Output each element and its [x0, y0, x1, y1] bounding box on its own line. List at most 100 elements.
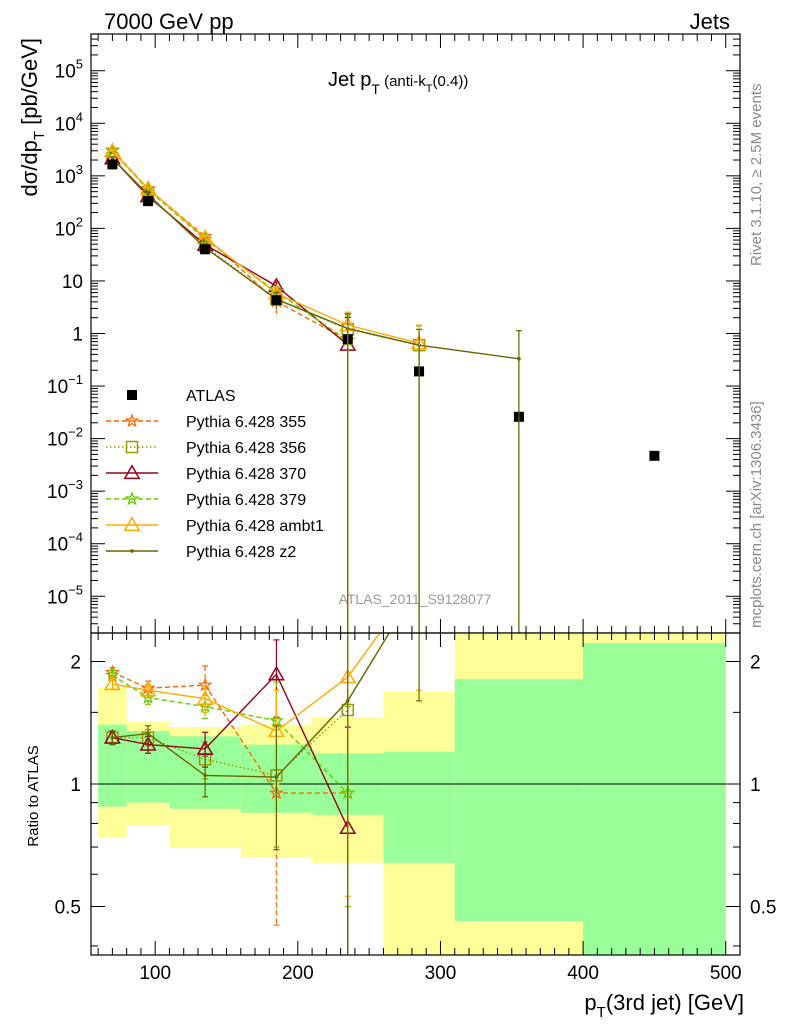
legend-marker	[123, 464, 141, 480]
legend-entry-1: Pythia 6.428 355	[106, 413, 306, 431]
y-tick-exponent: 5	[76, 57, 83, 72]
mc-marker	[146, 192, 150, 197]
ratio-marker	[203, 773, 207, 778]
atlas-data-point	[143, 196, 154, 207]
x-tick-label: 200	[282, 963, 314, 984]
ratio-y-axis-label: Ratio to ATLAS	[25, 745, 42, 846]
legend-marker	[130, 549, 134, 553]
side-label-rivet: Rivet 3.1.10, ≥ 2.5M events	[748, 84, 765, 267]
legend-label: Pythia 6.428 z2	[186, 544, 296, 561]
y-tick-base: 10	[47, 535, 68, 556]
legend-entry-6: Pythia 6.428 z2	[106, 544, 296, 561]
ratio-marker	[345, 699, 350, 703]
legend-entry-5: Pythia 6.428 ambt1	[106, 516, 324, 535]
y-tick-exponent: −5	[68, 582, 83, 597]
x-tick-label: 100	[139, 963, 171, 984]
ratio-y-tick-label-right: 0.5	[750, 897, 776, 918]
side-label-mcplots: mcplots.cern.ch [arXiv:1306.3436]	[748, 401, 765, 628]
main-y-axis-label-sub: T	[31, 131, 48, 140]
plot-title-end: (0.4))	[433, 73, 469, 90]
mc-series-line	[111, 149, 349, 342]
legend-label: Pythia 6.428 379	[186, 492, 306, 509]
ratio-y-tick-label: 1	[70, 775, 81, 796]
ratio-series-line	[112, 633, 381, 732]
legend: ATLAS Pythia 6.428 355 Pythia 6.428 356 Pyt…	[106, 388, 324, 561]
main-y-axis-label-unit: [pb/GeV]	[17, 38, 42, 131]
legend-marker	[127, 390, 137, 400]
legend-label: Pythia 6.428 355	[186, 414, 306, 431]
plot-title: Jet pT (anti-kT(0.4))	[328, 69, 468, 97]
x-tick-label: 300	[425, 963, 457, 984]
main-y-tick-label: 103	[55, 162, 83, 188]
y-tick-exponent: −1	[68, 372, 83, 387]
main-y-axis-label: dσ/dpT [pb/GeV]	[17, 38, 48, 197]
y-tick-base: 10	[47, 587, 68, 608]
atlas-data-point	[649, 450, 660, 461]
main-y-tick-label: 10−4	[47, 530, 83, 556]
ratio-y-tick-label-right: 2	[750, 653, 761, 674]
y-tick-base: 10	[62, 272, 83, 293]
main-y-tick-label: 104	[55, 109, 83, 135]
main-y-tick-label: 102	[55, 214, 83, 240]
y-tick-exponent: −4	[68, 530, 83, 545]
y-tick-exponent: −3	[68, 477, 83, 492]
analysis-watermark: ATLAS_2011_S9128077	[339, 591, 492, 607]
atlas-data-point	[200, 244, 211, 255]
ratio-marker	[146, 731, 150, 736]
main-y-tick-label: 105	[55, 57, 83, 83]
header-left-label: 7000 GeV pp	[104, 9, 234, 34]
ratio-band-green-7	[583, 643, 726, 955]
legend-entry-4: Pythia 6.428 379	[106, 491, 306, 509]
y-tick-base: 1	[72, 325, 83, 346]
header-right-label: Jets	[690, 9, 730, 34]
y-tick-base: 10	[55, 114, 76, 135]
atlas-data-point	[271, 295, 282, 306]
main-y-tick-label: 1	[72, 325, 83, 346]
ratio-y-tick-label-right: 1	[750, 775, 761, 796]
ratio-marker	[103, 675, 121, 691]
x-axis-label-rest: (3rd jet) [GeV]	[606, 990, 744, 1015]
y-tick-exponent: 4	[76, 109, 83, 124]
mc-series-line	[111, 150, 420, 344]
legend-marker	[124, 491, 140, 506]
y-tick-exponent: 2	[76, 214, 83, 229]
y-tick-base: 10	[47, 482, 68, 503]
plot-title-paren: (anti-k	[380, 73, 426, 90]
main-y-tick-label: 10	[62, 272, 83, 293]
ratio-marker	[196, 690, 214, 705]
ratio-frame	[90, 632, 741, 956]
x-axis-label: pT(3rd jet) [GeV]	[584, 990, 744, 1021]
ratio-band-green-6	[454, 679, 584, 922]
main-y-axis-label-main: dσ/dp	[17, 140, 42, 196]
mc-series-line	[111, 157, 519, 360]
legend-entry-0: ATLAS	[127, 388, 236, 405]
ratio-series-line	[112, 633, 390, 778]
mc-series-line	[111, 150, 349, 341]
legend-label: Pythia 6.428 370	[186, 466, 306, 483]
y-tick-base: 10	[55, 219, 76, 240]
ratio-series-6	[109, 633, 423, 955]
y-tick-base: 10	[47, 377, 68, 398]
y-tick-base: 10	[55, 62, 76, 83]
ratio-marker	[267, 665, 285, 681]
main-y-tick-label: 10−2	[47, 425, 83, 451]
legend-marker	[124, 413, 140, 428]
legend-label: ATLAS	[186, 388, 236, 405]
x-axis-label-sub: T	[597, 1004, 606, 1021]
main-y-tick-label: 10−5	[47, 582, 83, 608]
atlas-data-point	[107, 159, 118, 170]
mc-series-line	[111, 157, 420, 346]
legend-label: Pythia 6.428 ambt1	[186, 518, 324, 535]
main-y-tick-label: 10−1	[47, 372, 83, 398]
y-tick-base: 10	[55, 167, 76, 188]
y-tick-exponent: −2	[68, 425, 83, 440]
legend-label: Pythia 6.428 356	[186, 440, 306, 457]
ratio-marker	[274, 775, 279, 779]
mc-series-6	[109, 156, 522, 633]
y-tick-exponent: 3	[76, 162, 83, 177]
ratio-panel: 0.5 0.5 1 1 2 2 100 200 300 400 500	[55, 632, 776, 984]
legend-marker	[123, 516, 141, 532]
ratio-y-tick-label: 0.5	[55, 897, 81, 918]
